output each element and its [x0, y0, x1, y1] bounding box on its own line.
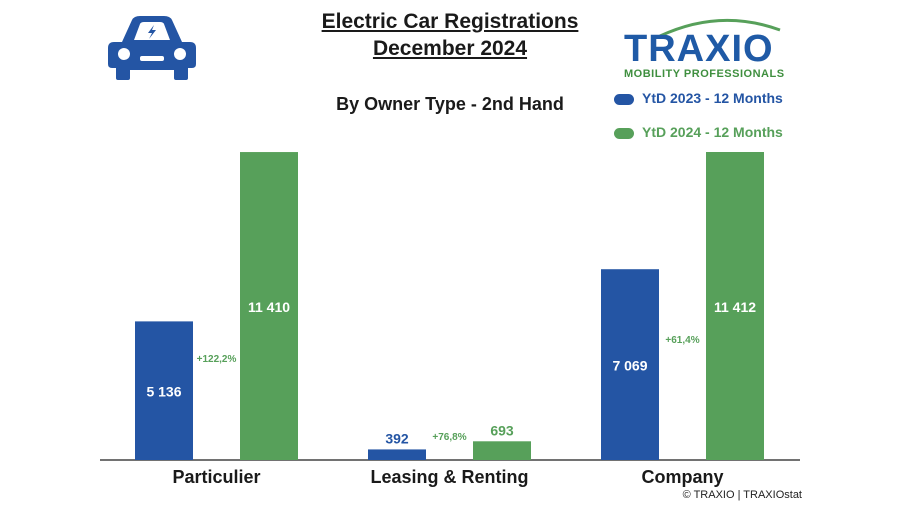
legend-label-2023: YtD 2023 - 12 Months — [642, 90, 783, 106]
category-label-0: Particulier — [172, 467, 260, 487]
legend-swatch-2024 — [614, 127, 634, 139]
data-label-1-2: 11 412 — [714, 299, 756, 315]
copyright-note: © TRAXIO | TRAXIOstat — [682, 489, 802, 501]
logo-tagline: MOBILITY PROFESSIONALS — [624, 68, 785, 80]
legend-label-2024: YtD 2024 - 12 Months — [642, 124, 783, 140]
legend-item-2024: YtD 2024 - 12 Months — [614, 124, 783, 140]
chart-title-line2: December 2024 — [372, 37, 528, 60]
bar-0-2 — [601, 269, 659, 460]
data-label-1-1: 693 — [490, 422, 514, 438]
legend-item-2023: YtD 2023 - 12 Months — [614, 90, 783, 106]
electric-car-icon — [108, 16, 196, 80]
bar-0-1 — [368, 449, 426, 460]
data-label-0-2: 7 069 — [612, 358, 647, 374]
growth-label-2: +61,4% — [665, 335, 699, 346]
chart-subtitle: By Owner Type - 2nd Hand — [336, 94, 564, 114]
logo-word: TRAXIO — [624, 28, 774, 70]
category-label-2: Company — [641, 467, 723, 487]
bar-1-2 — [706, 152, 764, 460]
data-label-0-1: 392 — [385, 430, 409, 446]
data-label-1-0: 11 410 — [248, 299, 290, 315]
chart-title-line1: Electric Car Registrations — [321, 10, 579, 33]
traxio-logo: TRAXIO MOBILITY PROFESSIONALS — [620, 14, 800, 84]
data-label-0-0: 5 136 — [146, 384, 181, 400]
legend-swatch-2023 — [614, 93, 634, 105]
category-label-1: Leasing & Renting — [370, 467, 528, 487]
growth-label-1: +76,8% — [432, 432, 466, 443]
bar-1-1 — [473, 441, 531, 460]
bar-1-0 — [240, 152, 298, 460]
bar-0-0 — [135, 321, 193, 460]
growth-label-0: +122,2% — [197, 354, 237, 365]
